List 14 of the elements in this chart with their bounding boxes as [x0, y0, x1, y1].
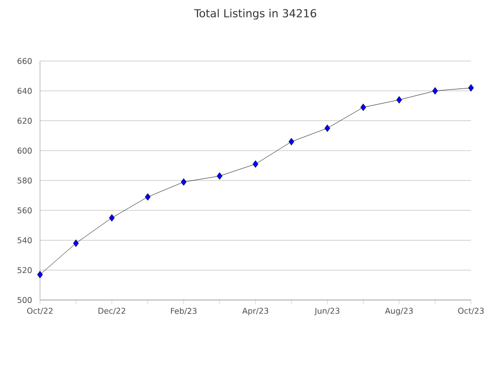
point: [252, 160, 258, 168]
point: [216, 172, 222, 180]
point: [37, 270, 43, 278]
point: [288, 138, 294, 146]
point: [324, 124, 330, 132]
point: [73, 240, 79, 247]
point: [109, 214, 115, 222]
point: [468, 84, 474, 92]
point: [144, 193, 151, 201]
chart-title: Total Listings in 34216: [194, 8, 316, 20]
point: [360, 104, 366, 111]
point: [396, 96, 402, 104]
point: [180, 178, 186, 186]
point: [432, 87, 438, 95]
